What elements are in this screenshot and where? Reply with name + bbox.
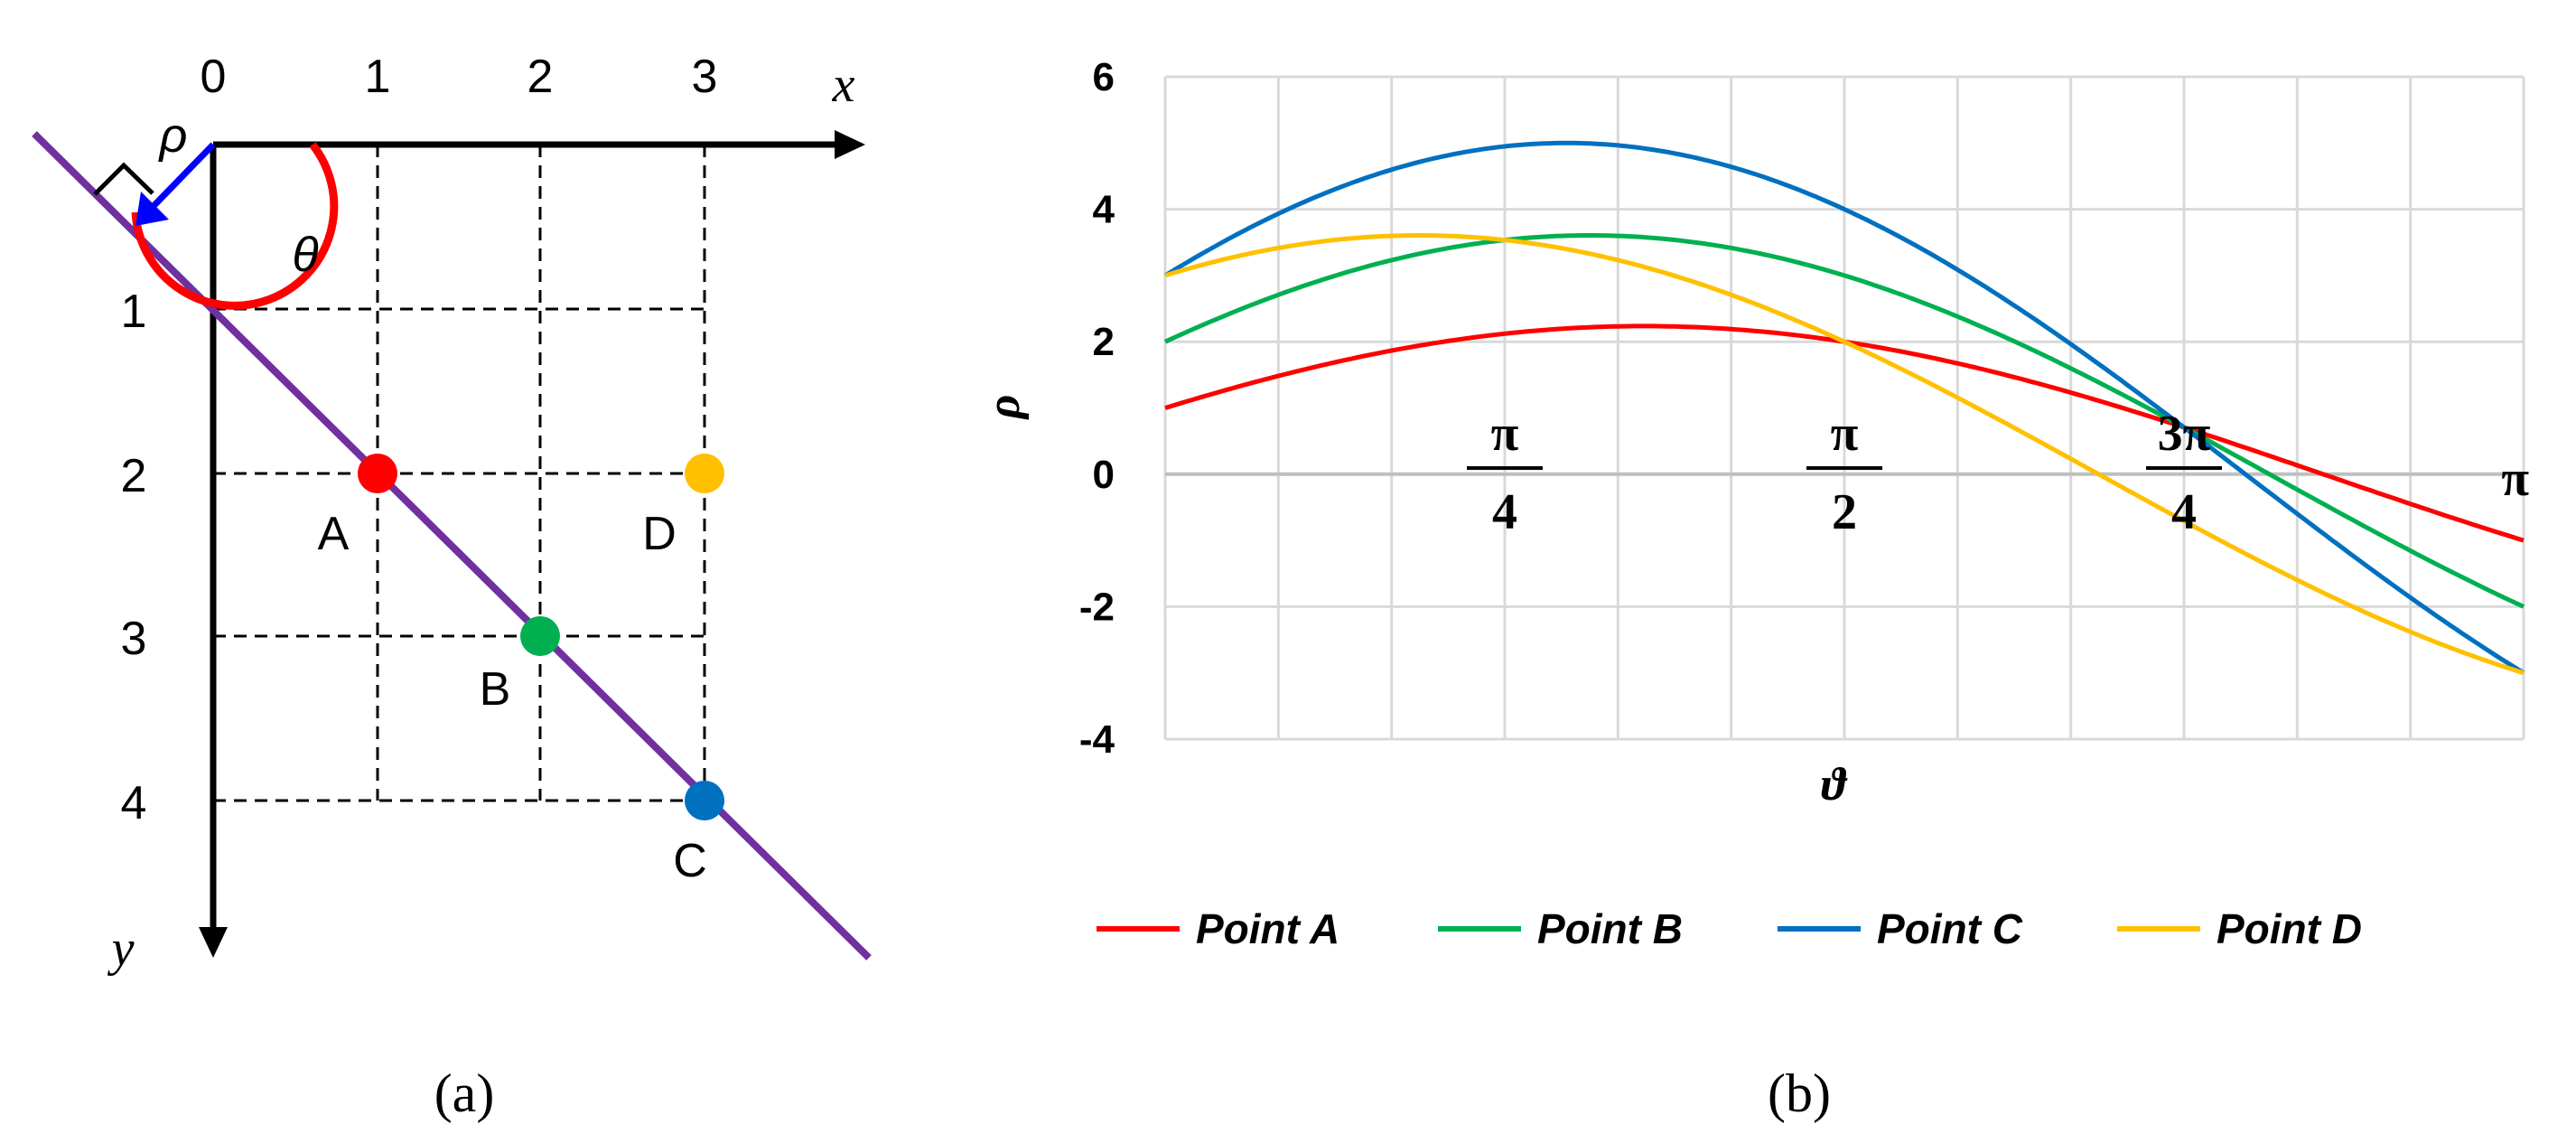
panel-a-diagram: 0 1 2 3 1 2 3 4 x y ρ θ A B C D (a) xyxy=(32,51,872,1123)
chart-series xyxy=(1163,140,2525,676)
point-d-marker xyxy=(685,454,724,493)
legend-label: Point B xyxy=(1537,905,1683,952)
y-tick-3: 3 xyxy=(121,613,147,665)
legend-label: Point C xyxy=(1877,905,2023,952)
legend-item: Point B xyxy=(1438,905,1683,952)
point-b-marker xyxy=(520,616,560,656)
series-line-point-b xyxy=(1163,233,2525,609)
chart-x-label: ϑ xyxy=(1821,759,1848,810)
x-tick-2: 2 xyxy=(527,51,554,103)
legend-label: Point D xyxy=(2217,905,2362,952)
pi-denominator: 2 xyxy=(1832,484,1857,540)
chart-y-label: ρ xyxy=(978,395,1030,421)
x-tick-1: 1 xyxy=(365,51,391,103)
x-axis-arrowhead xyxy=(835,130,865,159)
rho-label: ρ xyxy=(158,108,188,163)
pi-denominator: 4 xyxy=(1492,484,1517,540)
x-axis-label: x xyxy=(832,57,855,113)
series-line-point-c xyxy=(1163,140,2525,675)
y-tick-4: 4 xyxy=(121,777,147,829)
rho-arrow-shaft xyxy=(151,142,216,209)
theta-arc xyxy=(131,142,339,310)
y-tick-2: 2 xyxy=(121,450,147,502)
pi-annotation: 3π4 xyxy=(2146,406,2223,540)
hough-line xyxy=(32,131,872,960)
pi-annotation: π xyxy=(2501,451,2529,507)
pi-numerator: π xyxy=(1831,406,1859,462)
y-axis-label: y xyxy=(107,921,135,977)
point-b-label: B xyxy=(480,663,511,716)
y-tick-label: 0 xyxy=(1093,453,1115,497)
y-tick-label: 6 xyxy=(1093,55,1115,99)
pi-annotation: π2 xyxy=(1806,406,1883,540)
x-tick-3: 3 xyxy=(692,51,718,103)
pi-numerator: π xyxy=(1491,406,1519,462)
rho-arrowhead xyxy=(135,192,169,226)
point-c-label: C xyxy=(673,835,707,887)
y-tick-1: 1 xyxy=(121,286,147,338)
pi-denominator: 4 xyxy=(2171,484,2197,540)
rho-vector xyxy=(135,142,216,226)
series-line-point-d xyxy=(1164,233,2525,676)
caption-b: (b) xyxy=(1768,1063,1831,1123)
right-angle-marker xyxy=(93,162,154,196)
pi-numerator: 3π xyxy=(2158,406,2211,462)
pi-annotation: π4 xyxy=(1467,406,1544,540)
y-tick-label: 2 xyxy=(1093,320,1115,364)
y-tick-label: 4 xyxy=(1093,188,1115,232)
y-tick-label: -2 xyxy=(1079,585,1115,629)
legend-item: Point A xyxy=(1097,905,1339,952)
point-d-label: D xyxy=(642,508,677,560)
legend-label: Point A xyxy=(1196,905,1339,952)
legend-item: Point D xyxy=(2117,905,2362,952)
chart-legend: Point A Point B Point C Point D xyxy=(1097,905,2362,952)
y-tick-labels: 6 4 2 0 -2 -4 xyxy=(1079,55,1115,762)
pi-end-label: π xyxy=(2501,451,2529,507)
y-tick-label: -4 xyxy=(1079,717,1115,762)
point-a-marker xyxy=(358,454,397,493)
x-tick-0: 0 xyxy=(201,51,227,103)
point-c-marker xyxy=(685,781,724,820)
caption-a: (a) xyxy=(434,1063,495,1123)
y-axis-arrowhead xyxy=(199,927,228,958)
point-a-label: A xyxy=(318,508,350,560)
dashed-grid xyxy=(213,145,706,802)
theta-label: θ xyxy=(292,228,318,282)
legend-item: Point C xyxy=(1778,905,2023,952)
